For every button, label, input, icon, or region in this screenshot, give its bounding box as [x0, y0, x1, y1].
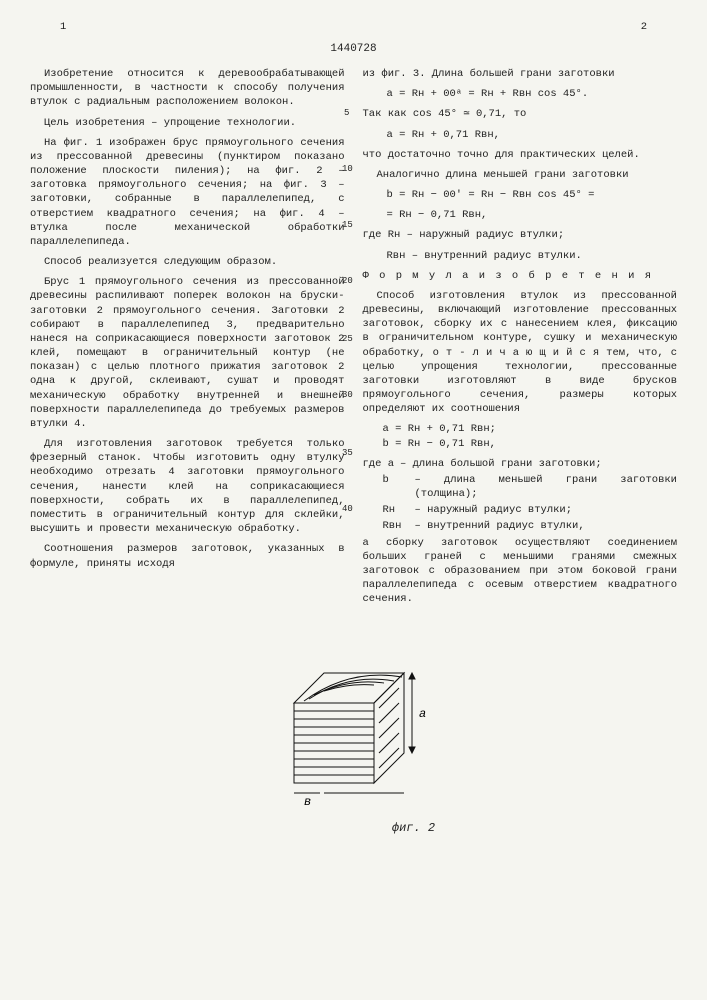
line-number: 25	[342, 333, 353, 345]
equation-block: a = Rн + 0,71 Rвн; b = Rн − 0,71 Rвн,	[383, 422, 678, 450]
equation: = Rн − 0,71 Rвн,	[363, 208, 678, 222]
where-key: b	[383, 473, 409, 501]
equation: a = Rн + 00ᵃ = Rн + Rвн cos 45°.	[363, 87, 678, 101]
page-num-left: 1	[60, 20, 66, 34]
figure-svg: a в	[254, 633, 454, 813]
where-val: – длина большой грани заготовки;	[400, 457, 602, 471]
text-columns: Изобретение относится к деревообрабатыва…	[30, 67, 677, 613]
para: Цель изобретения – упрощение технологии.	[30, 116, 345, 130]
line-number: 35	[342, 447, 353, 459]
where-val: – внутренний радиус втулки,	[415, 519, 585, 533]
formula-title: Ф о р м у л а и з о б р е т е н и я	[363, 269, 678, 283]
para: Так как cos 45° ≃ 0,71, то	[363, 107, 678, 121]
para: из фиг. 3. Длина большей грани заготовки	[363, 67, 678, 81]
equation: a = Rн + 0,71 Rвн;	[383, 422, 678, 436]
line-number: 5	[344, 107, 349, 119]
line-number: 20	[342, 275, 353, 287]
dim-b: в	[304, 795, 311, 809]
page-head: 1 2	[30, 20, 677, 34]
column-right: из фиг. 3. Длина большей грани заготовки…	[363, 67, 678, 613]
where-block: где a – длина большой грани заготовки; b…	[363, 457, 678, 534]
para: что достаточно точно для практических це…	[363, 148, 678, 162]
where-line: Rвн – внутренний радиус втулки,	[363, 519, 678, 533]
para: На фиг. 1 изображен брус прямоугольного …	[30, 136, 345, 249]
para: Брус 1 прямоугольного сечения из прессов…	[30, 275, 345, 431]
where-line: где a – длина большой грани заготовки;	[363, 457, 678, 471]
line-number: 30	[342, 389, 353, 401]
where-line: Rвн – внутренний радиус втулки.	[363, 249, 678, 263]
where-line: где Rн – наружный радиус втулки;	[363, 228, 678, 242]
where-key: где a	[363, 457, 395, 471]
para: Соотношения размеров заготовок, указанны…	[30, 542, 345, 570]
where-key: Rн	[383, 503, 409, 517]
where-line: b – длина меньшей грани заготовки (толщи…	[363, 473, 678, 501]
equation: b = Rн − 00′ = Rн − Rвн cos 45° =	[363, 188, 678, 202]
where-key: Rвн	[383, 519, 409, 533]
claim-para: Способ изготовления втулок из прессованн…	[363, 289, 678, 417]
where-val: – длина меньшей грани заготовки (толщина…	[415, 473, 678, 501]
dim-a: a	[419, 707, 426, 721]
patent-number: 1440728	[30, 42, 677, 57]
para: Аналогично длина меньшей грани заготовки	[363, 168, 678, 182]
where-val: – наружный радиус втулки;	[415, 503, 573, 517]
para: Способ реализуется следующим образом.	[30, 255, 345, 269]
line-number: 15	[342, 219, 353, 231]
where-line: Rн – наружный радиус втулки;	[363, 503, 678, 517]
equation: a = Rн + 0,71 Rвн,	[363, 128, 678, 142]
figure-2: a в фиг. 2	[30, 633, 677, 836]
line-number: 40	[342, 503, 353, 515]
line-number: 10	[342, 163, 353, 175]
equation: b = Rн − 0,71 Rвн,	[383, 437, 678, 451]
column-left: Изобретение относится к деревообрабатыва…	[30, 67, 345, 613]
claim-para: а сборку заготовок осуществляют соединен…	[363, 536, 678, 607]
para: Изобретение относится к деревообрабатыва…	[30, 67, 345, 110]
page-num-right: 2	[641, 20, 647, 34]
figure-label: фиг. 2	[150, 820, 677, 836]
para: Для изготовления заготовок требуется тол…	[30, 437, 345, 536]
